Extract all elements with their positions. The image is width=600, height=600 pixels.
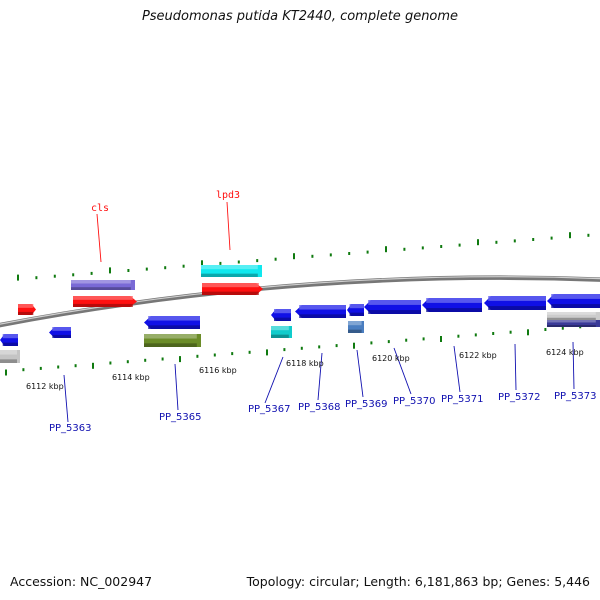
leader-lpd3 — [226, 201, 231, 251]
gene-label-pp5373[interactable]: PP_5373 — [554, 391, 597, 402]
feature-shadow — [348, 329, 362, 333]
feature-shadow — [201, 273, 258, 277]
scale-label-6120: 6120 kbp — [372, 354, 410, 363]
feature-shadow — [271, 334, 289, 338]
map-title: Pseudomonas putida KT2440, complete geno… — [141, 9, 459, 24]
feature-pp5363 — [49, 327, 71, 338]
feature-pp5367-upper — [271, 309, 291, 321]
feature-shadow — [547, 317, 596, 320]
feature-shadow — [551, 304, 600, 308]
feature-highlight — [547, 320, 596, 323]
feature-highlight — [144, 334, 197, 339]
feature-cls — [73, 296, 137, 307]
leader-pp5369 — [356, 349, 364, 398]
feature-highlight — [148, 316, 200, 321]
leader-pp5365 — [174, 363, 179, 411]
feature-highlight — [551, 294, 600, 299]
feature-shadow — [52, 334, 71, 338]
feature-highlight — [52, 327, 71, 331]
accession-text: Accession: NC_002947 — [10, 574, 153, 589]
feature-highlight — [201, 265, 258, 270]
gene-label-pp5369[interactable]: PP_5369 — [345, 399, 388, 410]
feature-highlight — [202, 283, 259, 288]
feature-highlight — [2, 334, 18, 339]
gene-label-lpd3[interactable]: lpd3 — [216, 190, 240, 201]
feature-red-small — [18, 304, 36, 315]
feature-highlight — [71, 280, 131, 284]
feature-pp5370 — [364, 300, 421, 314]
feature-shadow — [18, 311, 34, 315]
feature-pp5365 — [144, 334, 201, 347]
feature-highlight — [547, 312, 596, 315]
feature-cls-upper — [71, 280, 135, 290]
feature-pp5369 — [348, 321, 364, 333]
feature-highlight — [271, 326, 289, 331]
gene-label-pp5368[interactable]: PP_5368 — [298, 402, 341, 413]
feature-lpd3-upper — [201, 265, 262, 277]
leader-pp5368 — [317, 352, 323, 401]
feature-pp5367 — [271, 326, 292, 338]
feature-shadow — [274, 317, 291, 321]
scale-label-6124: 6124 kbp — [546, 348, 584, 357]
leader-pp5373 — [572, 341, 575, 390]
feature-shadow — [368, 310, 421, 314]
feature-left-edge — [0, 334, 18, 346]
feature-highlight — [426, 298, 482, 303]
feature-highlight — [299, 305, 346, 310]
scale-label-6116: 6116 kbp — [199, 366, 237, 375]
feature-pp5369-upper — [347, 304, 364, 316]
gene-label-pp5371[interactable]: PP_5371 — [441, 394, 484, 405]
feature-shadow — [148, 325, 200, 329]
feature-shadow — [0, 359, 17, 363]
gene-label-cls[interactable]: cls — [91, 203, 109, 214]
feature-highlight — [488, 296, 546, 301]
feature-highlight — [368, 300, 421, 305]
genome-summary-text: Topology: circular; Length: 6,181,863 bp… — [246, 574, 590, 589]
gene-label-pp5363[interactable]: PP_5363 — [49, 423, 92, 434]
feature-highlight — [349, 304, 364, 309]
feature-navy-right — [547, 320, 600, 327]
feature-shadow — [547, 325, 596, 327]
leader-pp5370 — [393, 347, 412, 395]
gene-label-pp5367[interactable]: PP_5367 — [248, 404, 291, 415]
feature-highlight — [348, 321, 362, 326]
feature-pp5371 — [422, 298, 482, 312]
feature-highlight — [274, 309, 291, 314]
gene-label-pp5372[interactable]: PP_5372 — [498, 392, 541, 403]
leader-pp5371 — [453, 345, 461, 393]
feature-pp5372 — [484, 296, 546, 310]
feature-shadow — [73, 303, 133, 307]
feature-highlight — [0, 350, 17, 355]
label-leaders — [63, 201, 575, 423]
feature-shadow — [2, 342, 18, 346]
leader-pp5367 — [264, 356, 284, 404]
scale-label-6114: 6114 kbp — [112, 373, 150, 382]
feature-shadow — [488, 306, 546, 310]
feature-shadow — [299, 314, 346, 318]
feature-shadow — [202, 291, 259, 295]
feature-highlight — [18, 304, 34, 308]
feature-grey-left — [0, 350, 20, 363]
scale-label-6112: 6112 kbp — [26, 382, 64, 391]
feature-pp5365-upper — [144, 316, 200, 329]
feature-lpd3 — [202, 283, 263, 295]
gene-label-pp5370[interactable]: PP_5370 — [393, 396, 436, 407]
feature-shadow — [349, 312, 364, 316]
feature-pp5373 — [547, 294, 600, 308]
scale-label-6122: 6122 kbp — [459, 351, 497, 360]
feature-shadow — [71, 287, 131, 290]
feature-pp5368 — [295, 305, 346, 318]
leader-cls — [96, 213, 102, 263]
leader-pp5363 — [63, 374, 69, 423]
feature-shadow — [426, 308, 482, 312]
scale-label-6118: 6118 kbp — [286, 359, 324, 368]
gene-label-pp5365[interactable]: PP_5365 — [159, 412, 202, 423]
feature-shadow — [144, 343, 197, 347]
genome-backbone — [0, 275, 600, 328]
feature-grey-right — [547, 312, 600, 320]
feature-highlight — [73, 296, 133, 300]
leader-pp5372 — [514, 343, 517, 391]
gene-features — [0, 265, 600, 363]
